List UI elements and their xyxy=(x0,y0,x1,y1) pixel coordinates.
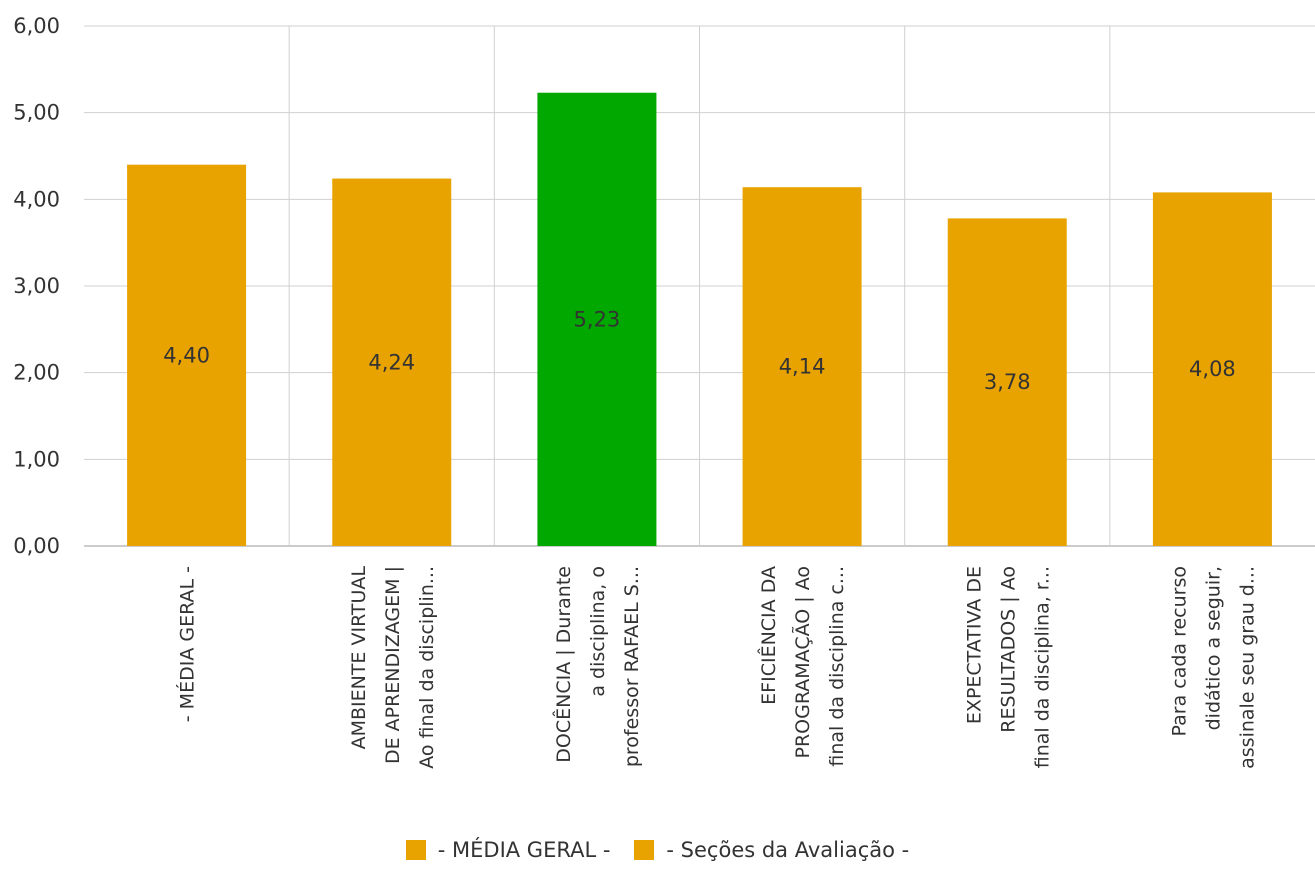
bar xyxy=(1152,192,1272,546)
x-category-label: - MÉDIA GERAL - xyxy=(176,566,199,722)
legend-label-secoes: - Seções da Avaliação - xyxy=(666,838,910,862)
x-category-label: EXPECTATIVA DE xyxy=(963,566,985,724)
x-category-label: final da disciplina, r... xyxy=(1031,566,1053,768)
data-labels: 4,40 4,24 5,23 4,14 3,78 4,08 xyxy=(163,307,1236,394)
gridlines xyxy=(84,25,1315,547)
x-category-label: PROGRAMAÇÃO | Ao xyxy=(791,566,814,758)
legend-item-secoes: - Seções da Avaliação - xyxy=(634,838,909,862)
data-label: 5,23 xyxy=(574,307,621,331)
y-tick-label: 2,00 xyxy=(13,361,60,385)
bar xyxy=(332,178,452,547)
legend-item-media-geral: - MÉDIA GERAL - xyxy=(405,838,611,862)
data-label: 4,08 xyxy=(1189,357,1236,381)
y-axis: 0,00 1,00 2,00 3,00 4,00 5,00 6,00 xyxy=(13,14,60,558)
x-category-label: final da disciplina c... xyxy=(826,566,848,767)
bar xyxy=(537,92,657,546)
y-tick-label: 3,00 xyxy=(13,274,60,298)
x-category-label: didático a seguir, xyxy=(1202,566,1224,730)
legend: - MÉDIA GERAL - - Seções da Avaliação - xyxy=(0,838,1315,862)
bar xyxy=(742,187,862,546)
x-category-label: assinale seu grau d... xyxy=(1236,566,1258,769)
x-category-label: EFICIÊNCIA DA xyxy=(757,566,780,705)
y-tick-label: 5,00 xyxy=(13,101,60,125)
legend-swatch-media-geral xyxy=(405,840,426,860)
data-label: 4,14 xyxy=(779,355,826,379)
x-category-label: RESULTADOS | Ao xyxy=(997,566,1019,733)
bar xyxy=(947,218,1067,546)
legend-swatch-secoes xyxy=(634,840,655,860)
legend-label-media-geral: - MÉDIA GERAL - xyxy=(437,838,611,862)
bars xyxy=(127,92,1272,547)
bar xyxy=(127,164,247,546)
x-category-label: AMBIENTE VIRTUAL xyxy=(348,566,370,750)
y-tick-label: 6,00 xyxy=(13,14,60,38)
x-category-label: DOCÊNCIA | Durante xyxy=(552,566,575,763)
x-category-label: Para cada recurso xyxy=(1168,566,1190,736)
x-axis: - MÉDIA GERAL - AMBIENTE VIRTUAL DE APREND… xyxy=(176,566,1259,769)
data-label: 4,24 xyxy=(368,350,415,374)
y-tick-label: 0,00 xyxy=(13,534,60,558)
x-category-label: Ao final da disciplin... xyxy=(416,566,438,769)
x-category-label: a disciplina, o xyxy=(587,566,609,697)
y-tick-label: 1,00 xyxy=(13,447,60,471)
data-label: 3,78 xyxy=(984,370,1031,394)
bar-chart: 0,00 1,00 2,00 3,00 4,00 5,00 6,00 4,40 4,24 5,2… xyxy=(13,14,1315,769)
x-category-label: DE APRENDIZAGEM | xyxy=(382,566,404,764)
data-label: 4,40 xyxy=(163,343,210,367)
x-category-label: professor RAFAEL S... xyxy=(621,566,643,767)
y-tick-label: 4,00 xyxy=(13,187,60,211)
